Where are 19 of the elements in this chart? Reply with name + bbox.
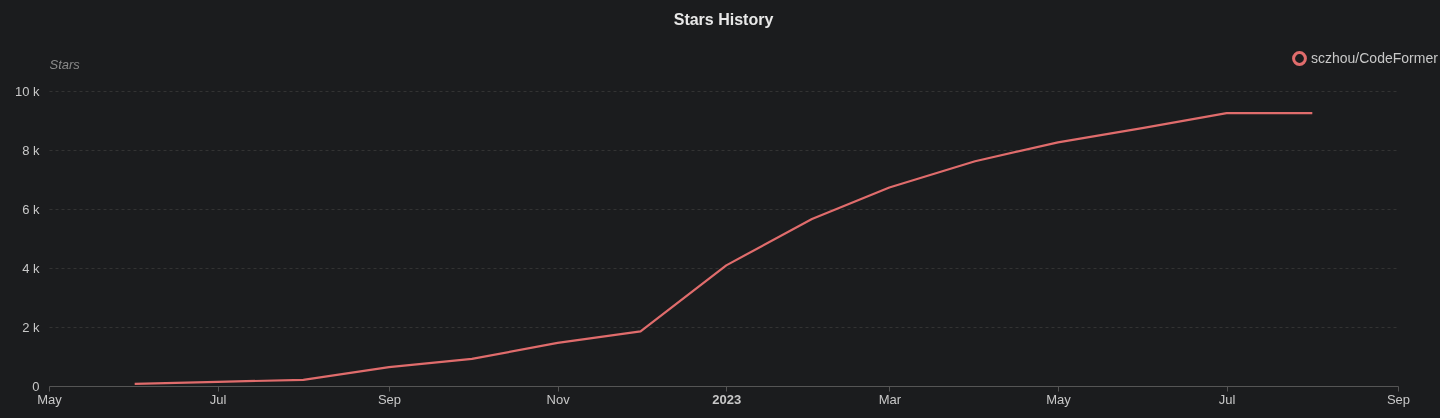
y-tick-label: 8 k [22,142,40,158]
x-tick-label: Sep [377,391,402,407]
y-tick-label: 4 k [22,260,40,276]
y-tick-label: 10 k [14,83,40,99]
legend-label: sczhou/CodeFormer [1311,49,1439,66]
y-tick-label: 2 k [22,319,40,335]
x-tick-label: Sep [1386,391,1411,407]
x-tick-label: Jul [1218,391,1236,407]
x-tick-label: Jul [209,391,227,407]
chart-title: Stars History [673,11,774,28]
x-tick-label: Mar [878,391,902,407]
x-tick-label: Nov [546,391,571,407]
x-tick-label: May [37,391,63,407]
y-tick-label: 0 [32,378,40,394]
line-series [133,112,1314,386]
y-axis-title: Stars [49,56,81,72]
x-tick-label: 2023 [712,391,742,407]
y-tick-label: 6 k [22,201,40,217]
x-tick-label: May [1046,391,1072,407]
